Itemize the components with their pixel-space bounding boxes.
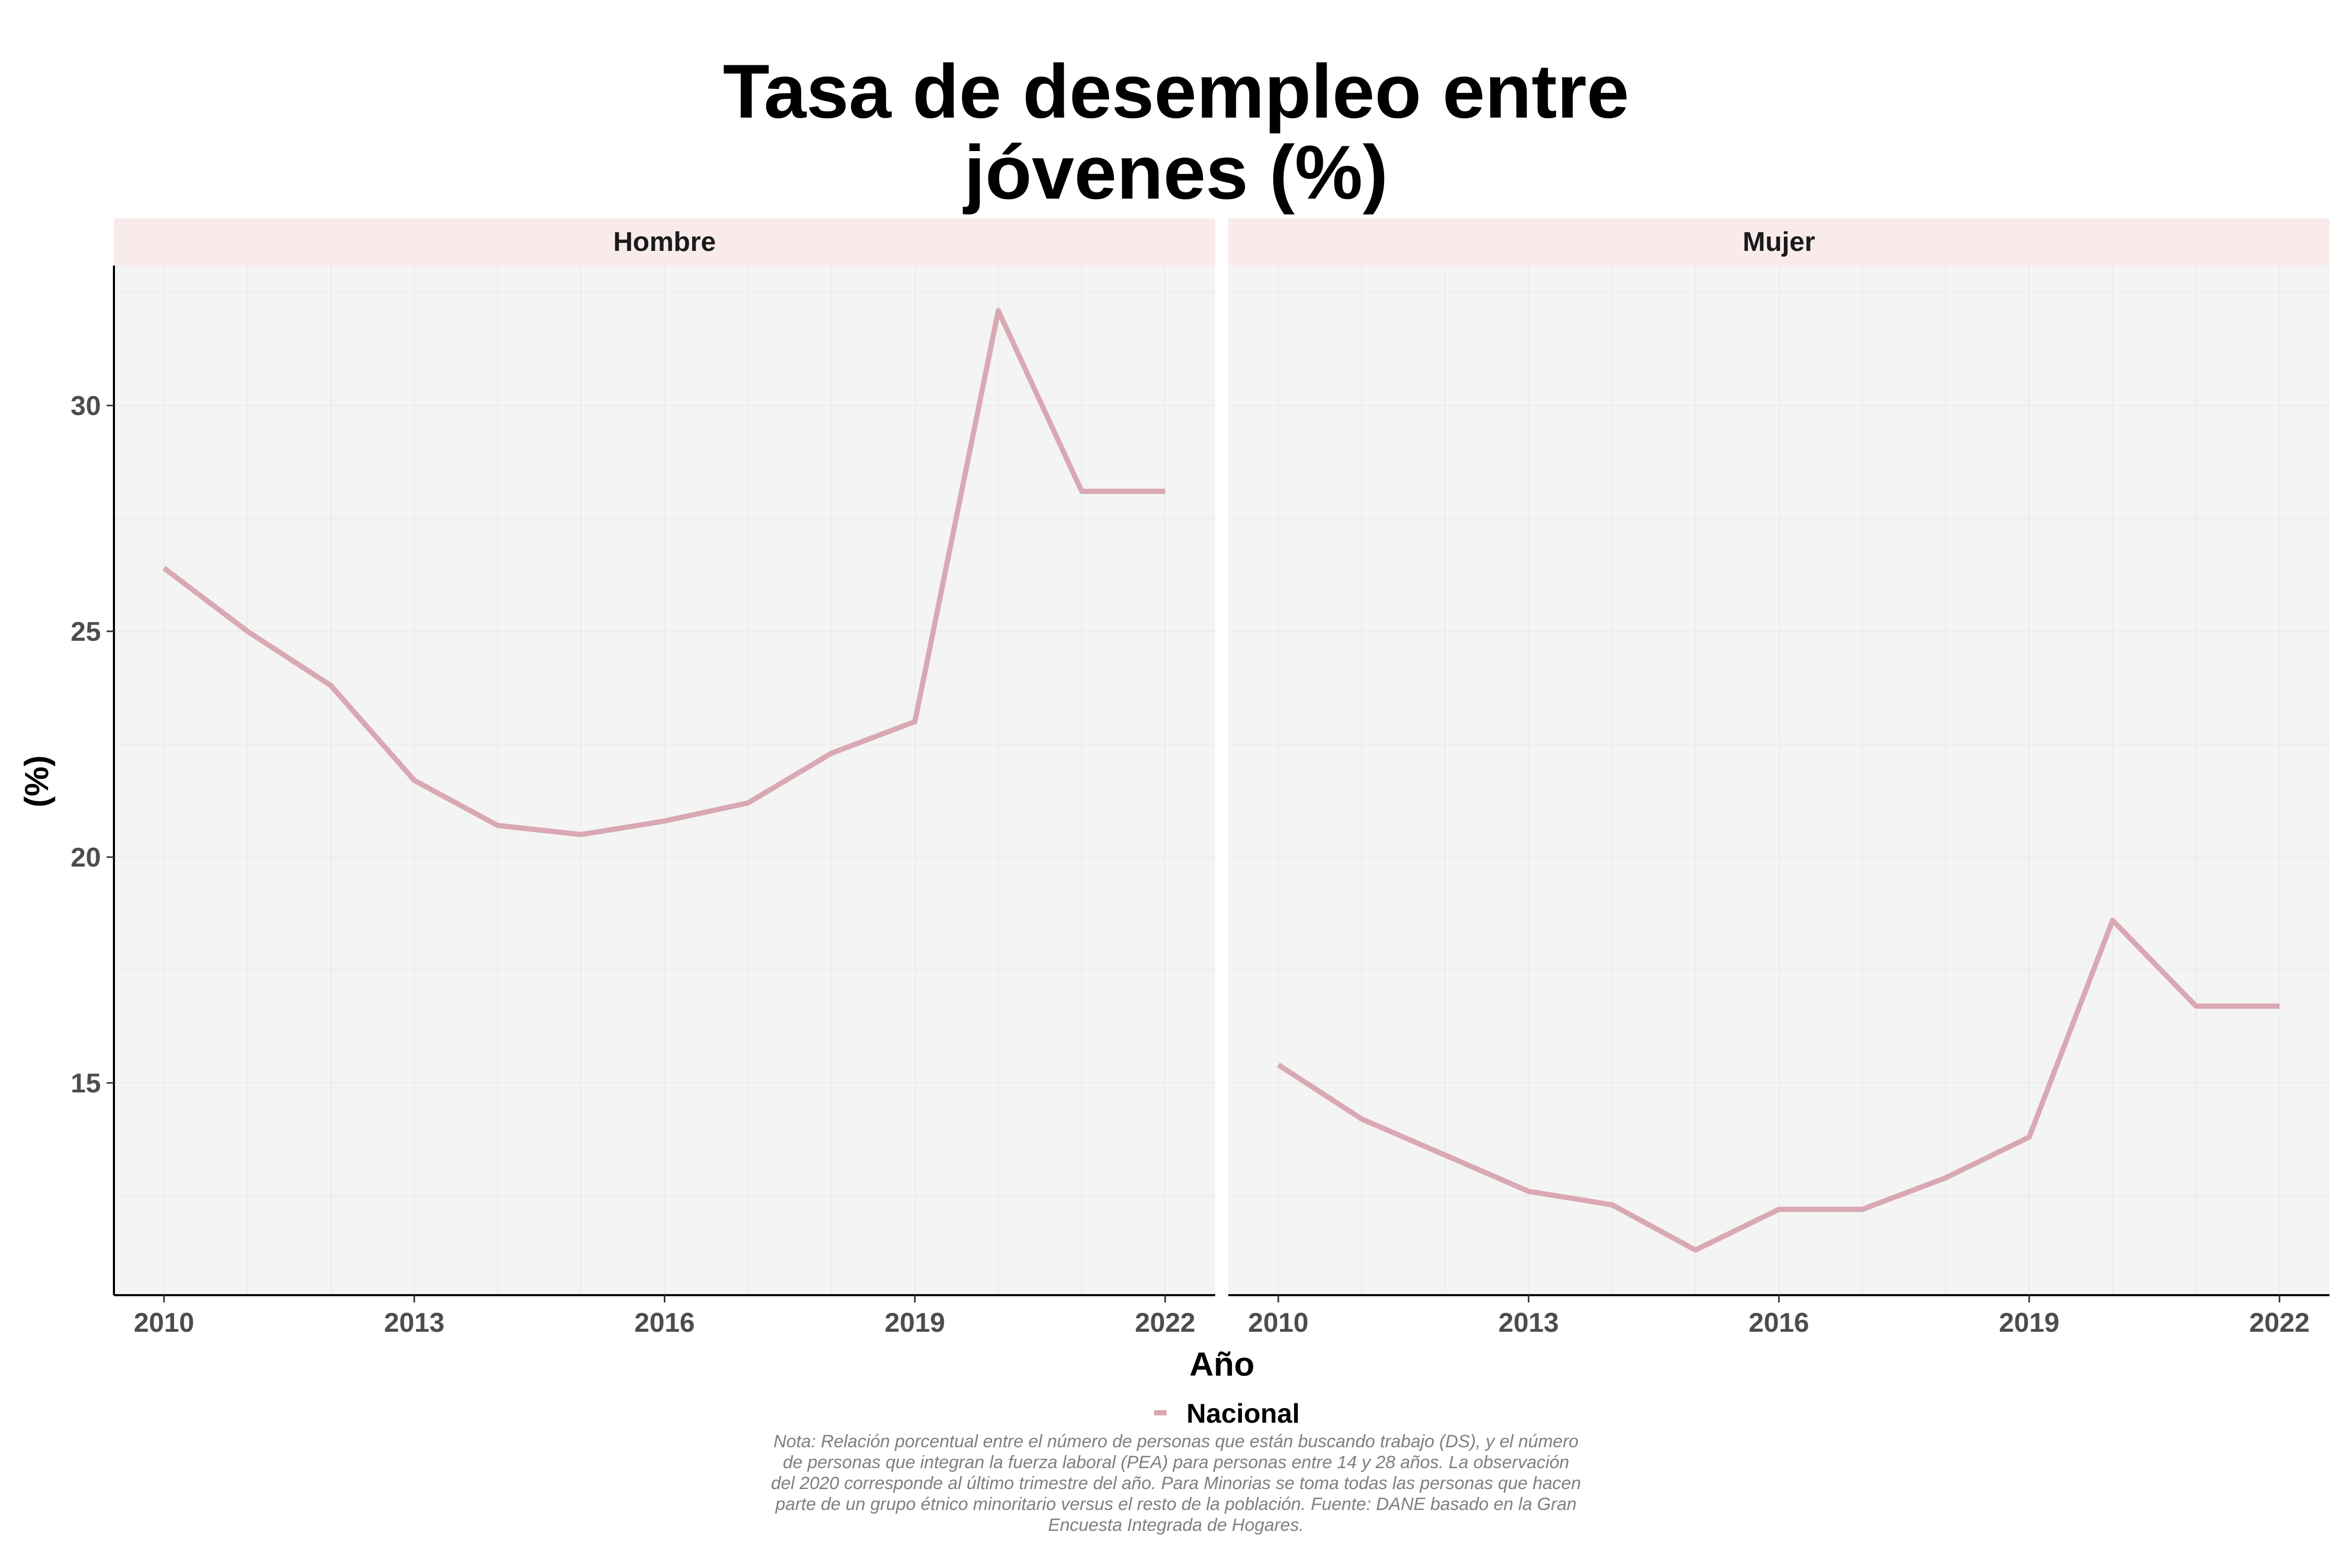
y-tick-label: 30 (71, 391, 101, 421)
x-axis-title: Año (1190, 1345, 1254, 1383)
chart-title-line-1: Tasa de desempleo entre (723, 49, 1629, 134)
x-tick-label: 2019 (1999, 1308, 2060, 1338)
y-tick-label: 25 (71, 617, 101, 647)
x-tick-label: 2022 (1135, 1308, 1195, 1338)
note-line-1: Nota: Relación porcentual entre el númer… (773, 1432, 1579, 1451)
x-tick-label: 2013 (384, 1308, 445, 1338)
y-axis-title: (%) (18, 755, 55, 808)
x-tick-label: 2013 (1498, 1308, 1559, 1338)
legend-label-nacional: Nacional (1186, 1399, 1300, 1429)
facet-strip-label: Mujer (1743, 227, 1815, 257)
y-tick-label: 15 (71, 1068, 101, 1099)
note-line-3: del 2020 corresponde al último trimestre… (771, 1473, 1581, 1493)
y-tick-label: 20 (71, 843, 101, 873)
facet-strip (1228, 218, 2330, 266)
note-line-4: parte de un grupo étnico minoritario ver… (775, 1494, 1577, 1514)
chart-title-line-2: jóvenes (%) (964, 130, 1388, 215)
facet-strip-label: Hombre (613, 227, 716, 257)
series-line-nacional (162, 308, 1166, 837)
x-tick-label: 2022 (2249, 1308, 2310, 1338)
note-line-5: Encuesta Integrada de Hogares. (1048, 1515, 1304, 1535)
facet-strip (114, 218, 1215, 266)
series-line-nacional (1277, 917, 2280, 1253)
chart-note: Nota: Relación porcentual entre el númer… (732, 1431, 1620, 1536)
x-tick-label: 2010 (134, 1308, 194, 1338)
x-tick-label: 2016 (635, 1308, 695, 1338)
note-line-2: de personas que integran la fuerza labor… (782, 1452, 1570, 1472)
x-tick-label: 2016 (1749, 1308, 1809, 1338)
x-tick-label: 2019 (885, 1308, 946, 1338)
x-tick-label: 2010 (1248, 1308, 1309, 1338)
